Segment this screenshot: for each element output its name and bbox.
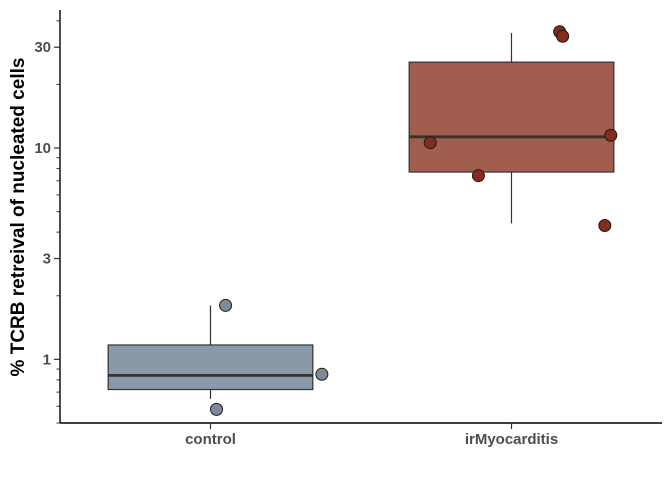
data-point-irmyocarditis [556,29,570,43]
x-ticks-layer: control irMyocarditis [185,423,558,448]
x-tick-label-control: control [185,431,236,448]
data-point-control [219,298,233,312]
data-point-irmyocarditis [423,136,437,150]
data-point-irmyocarditis [471,169,485,183]
y-axis-title: % TCRB retreival of nucleated cells [8,58,29,377]
data-point-irmyocarditis [598,219,612,233]
data-point-control [210,402,224,416]
box-control [107,344,314,391]
y-tick-label: 30 [34,39,51,56]
points-layer [210,25,618,416]
y-tick-label: 1 [43,351,51,368]
y-ticks-layer: 1 3 10 30 [34,20,60,424]
boxes-layer [107,33,615,399]
x-tick-label-irmyocarditis: irMyocarditis [465,431,558,448]
y-tick-label: 10 [34,140,51,157]
data-point-irmyocarditis [604,128,618,142]
box-irmyocarditis [408,61,615,173]
y-tick-label: 3 [43,251,51,268]
data-point-control [315,367,329,381]
